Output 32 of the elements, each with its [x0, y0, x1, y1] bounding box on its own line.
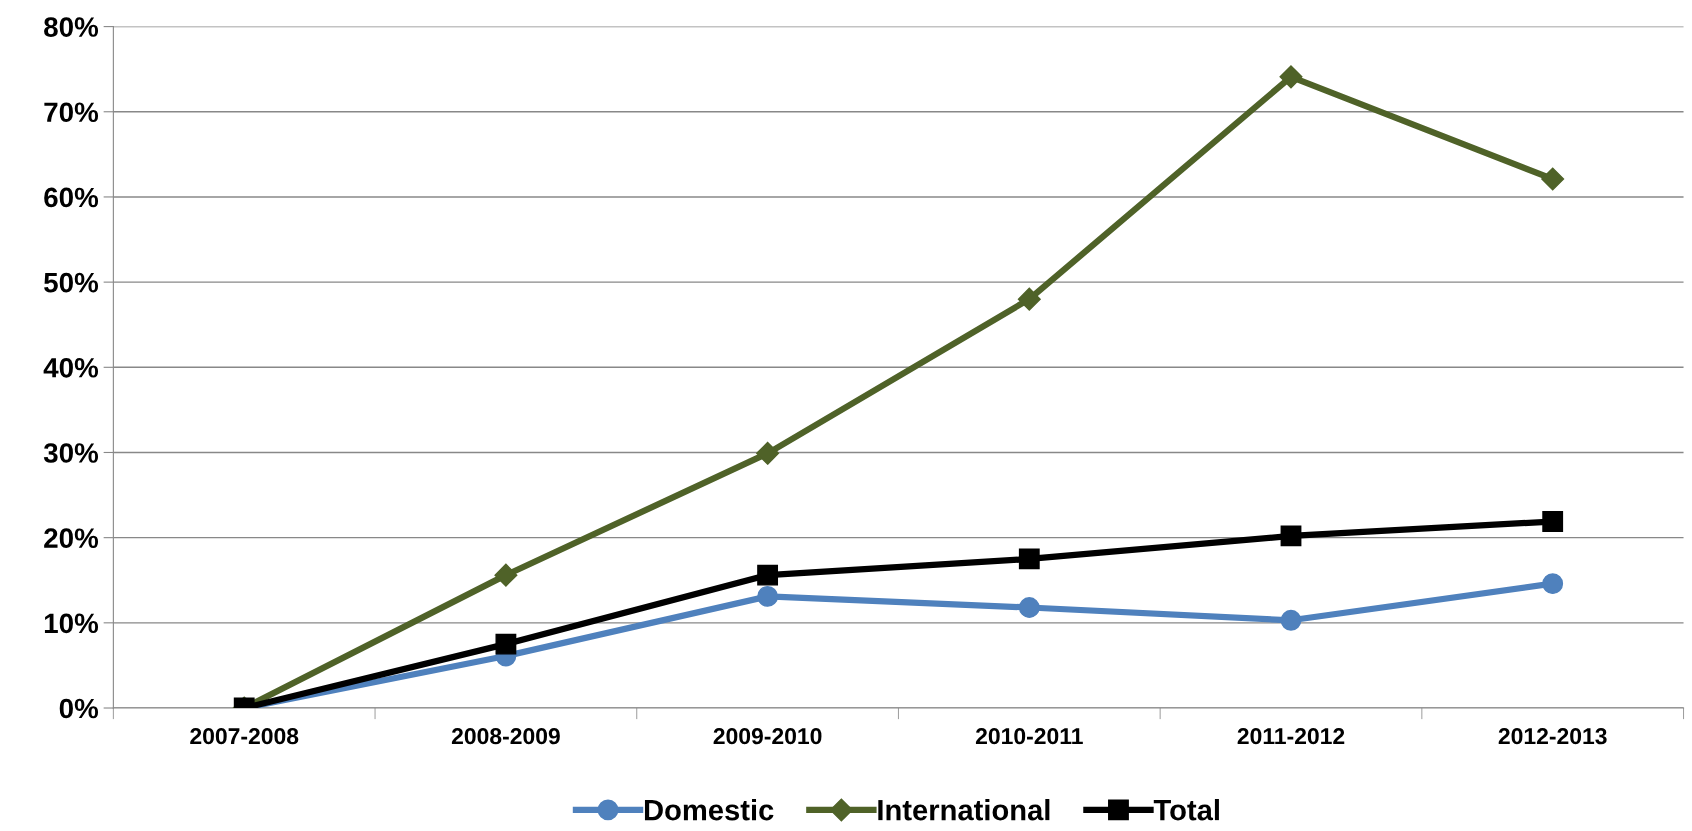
y-tick-label: 20%: [44, 528, 99, 548]
y-tick-label: 50%: [44, 272, 99, 293]
point: [494, 563, 518, 587]
y-tick-label: 0%: [59, 698, 99, 719]
legend-label: Total: [1153, 799, 1219, 821]
y-tick-label: 80%: [44, 17, 99, 37]
x-tick-label: 2008-2009: [451, 728, 560, 745]
point: [756, 441, 780, 465]
legend-label: Domestic: [644, 799, 774, 821]
y-tick-label: 60%: [44, 187, 99, 208]
x-tick-label: 2007-2008: [190, 728, 299, 745]
point: [1541, 167, 1565, 191]
x-tick-label: 2012-2013: [1498, 728, 1607, 745]
point: [1018, 597, 1040, 618]
point: [1542, 511, 1564, 532]
x-tick-label: 2010-2011: [975, 728, 1083, 745]
point: [1280, 609, 1302, 631]
point: [495, 633, 517, 655]
point: [757, 564, 779, 586]
legend-label: International: [878, 799, 1050, 821]
x-tick-label: 2011-2012: [1237, 728, 1345, 745]
point: [1542, 573, 1564, 595]
y-tick-label: 70%: [44, 102, 99, 123]
point: [1017, 287, 1041, 311]
point: [1280, 525, 1302, 547]
y-tick-label: 40%: [43, 357, 99, 378]
point: [1018, 548, 1040, 570]
x-tick-label: 2009-2010: [713, 728, 822, 745]
point: [757, 586, 779, 607]
y-tick-label: 10%: [44, 613, 99, 634]
y-tick-label: 30%: [43, 443, 99, 463]
point: [1279, 65, 1303, 89]
